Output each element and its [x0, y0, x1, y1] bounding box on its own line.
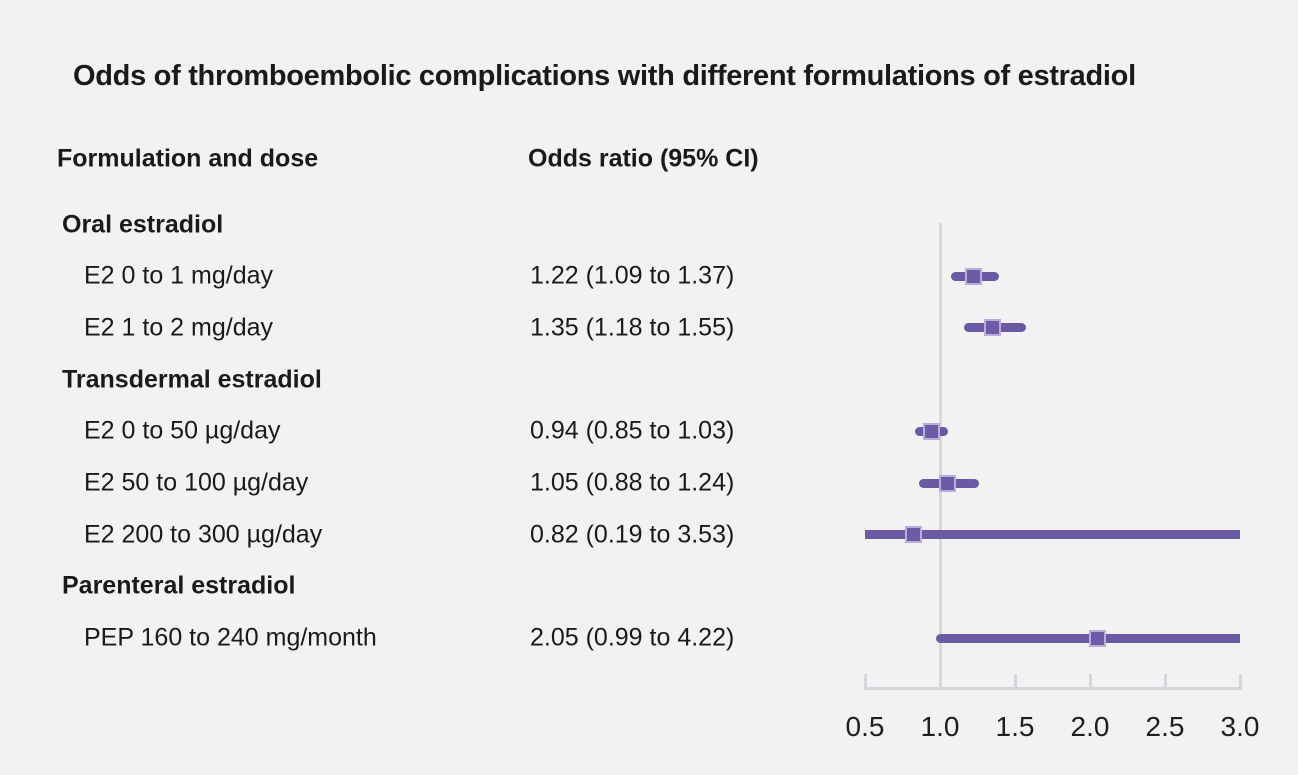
row-label: PEP 160 to 240 mg/month	[84, 623, 377, 652]
row-label: E2 200 to 300 µg/day	[84, 520, 323, 549]
x-axis-tick	[1238, 674, 1242, 687]
x-axis-tick	[1088, 674, 1092, 687]
row-odds-ratio-value: 0.94 (0.85 to 1.03)	[530, 416, 735, 445]
point-estimate-marker	[964, 267, 982, 285]
point-estimate-marker	[904, 526, 922, 544]
row-label: E2 1 to 2 mg/day	[84, 313, 274, 342]
confidence-interval-line	[935, 633, 1240, 643]
x-axis-tick	[1163, 674, 1167, 687]
x-axis-tick-label: 1.5	[995, 711, 1035, 742]
point-estimate-marker	[922, 422, 940, 440]
x-axis-line	[863, 687, 1242, 690]
row-label: E2 50 to 100 µg/day	[84, 468, 309, 497]
row-label: E2 0 to 1 mg/day	[84, 261, 274, 290]
x-axis-tick-label: 2.5	[1145, 711, 1185, 742]
point-estimate-marker	[939, 474, 956, 492]
point-estimate-marker	[1089, 629, 1106, 647]
row-odds-ratio-value: 0.82 (0.19 to 3.53)	[530, 520, 735, 549]
chart-title: Odds of thromboembolic complications wit…	[73, 60, 1136, 92]
row-odds-ratio-value: 1.05 (0.88 to 1.24)	[530, 468, 735, 497]
group-label: Transdermal estradiol	[62, 365, 322, 394]
point-estimate-marker	[984, 319, 1001, 337]
group-label: Oral estradiol	[62, 210, 224, 238]
column-header-formulation: Formulation and dose	[57, 144, 319, 173]
x-axis-tick	[1013, 674, 1017, 687]
x-axis-tick-label: 0.5	[845, 711, 885, 742]
x-axis-tick-label: 1.0	[920, 711, 960, 742]
row-odds-ratio-value: 1.22 (1.09 to 1.37)	[530, 261, 735, 290]
x-axis-tick-label: 2.0	[1070, 711, 1110, 742]
row-label: E2 0 to 50 µg/day	[84, 416, 281, 445]
x-axis-tick	[863, 674, 867, 687]
row-odds-ratio-value: 1.35 (1.18 to 1.55)	[530, 313, 735, 342]
x-axis-tick-label: 3.0	[1220, 711, 1260, 742]
x-axis-tick	[938, 674, 942, 687]
confidence-interval-line	[865, 530, 1240, 540]
group-label: Parenteral estradiol	[62, 571, 296, 600]
reference-line-1	[938, 223, 942, 690]
column-header-odds-ratio: Odds ratio (95% CI)	[528, 144, 759, 173]
row-odds-ratio-value: 2.05 (0.99 to 4.22)	[530, 623, 735, 652]
